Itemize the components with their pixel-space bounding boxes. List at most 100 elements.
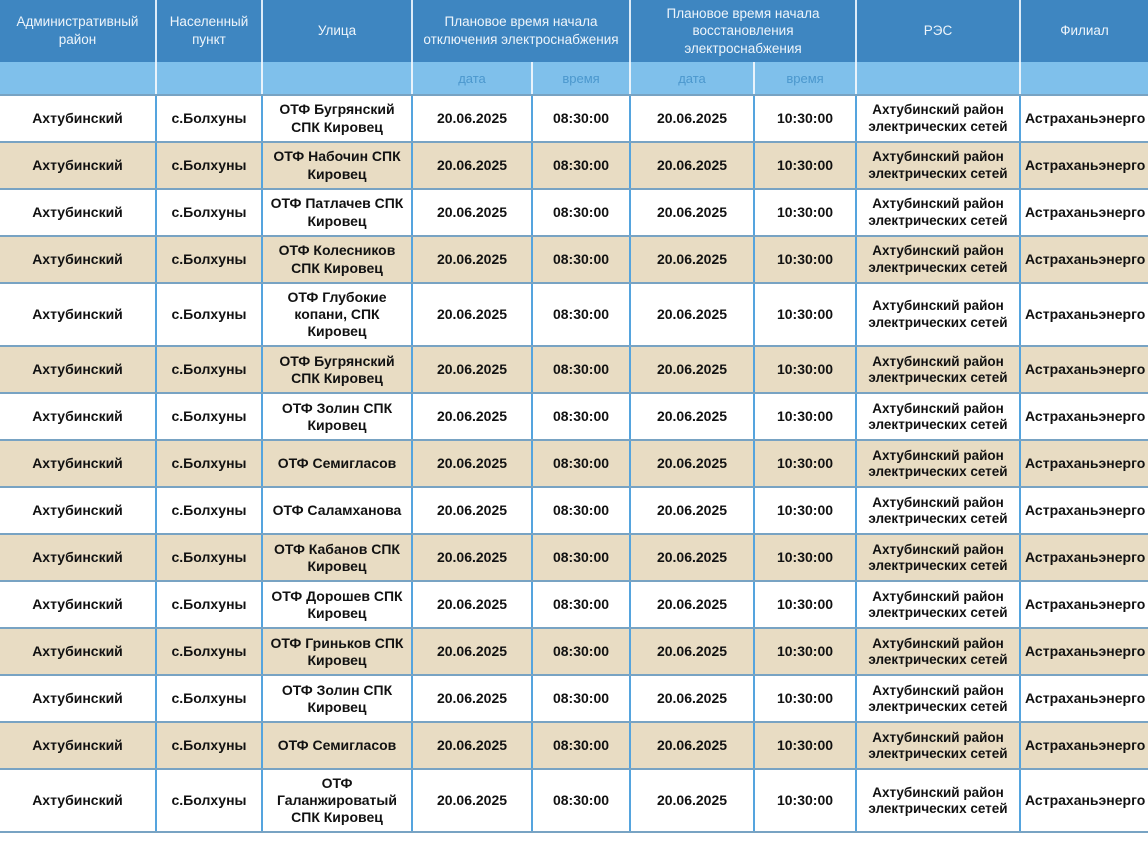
cell-restore-time: 10:30:00 bbox=[754, 721, 857, 771]
subheader-restore-time: время bbox=[754, 62, 857, 96]
cell-restore-date: 20.06.2025 bbox=[630, 768, 755, 834]
cell-outage-time: 08:30:00 bbox=[532, 439, 631, 489]
cell-settlement: с.Болхуны bbox=[156, 721, 263, 771]
cell-res: Ахтубинский район электрических сетей bbox=[856, 768, 1021, 834]
cell-branch: Астраханьэнерго bbox=[1020, 768, 1148, 834]
cell-restore-time: 10:30:00 bbox=[754, 141, 857, 190]
cell-restore-date: 20.06.2025 bbox=[630, 94, 755, 143]
cell-admin-district: Ахтубинский bbox=[0, 141, 157, 190]
cell-street: ОТФ Золин СПК Кировец bbox=[262, 392, 413, 442]
cell-street: ОТФ Галанжироватый СПК Кировец bbox=[262, 768, 413, 834]
cell-outage-date: 20.06.2025 bbox=[412, 439, 533, 489]
cell-admin-district: Ахтубинский bbox=[0, 235, 157, 284]
cell-street: ОТФ Колесников СПК Кировец bbox=[262, 235, 413, 284]
cell-branch: Астраханьэнерго bbox=[1020, 188, 1148, 237]
cell-settlement: с.Болхуны bbox=[156, 188, 263, 237]
cell-outage-time: 08:30:00 bbox=[532, 188, 631, 237]
cell-admin-district: Ахтубинский bbox=[0, 580, 157, 630]
table-row: Ахтубинский с.Болхуны ОТФ Колесников СПК… bbox=[0, 235, 1148, 284]
cell-restore-time: 10:30:00 bbox=[754, 486, 857, 536]
cell-res: Ахтубинский район электрических сетей bbox=[856, 486, 1021, 536]
cell-settlement: с.Болхуны bbox=[156, 533, 263, 583]
cell-restore-time: 10:30:00 bbox=[754, 188, 857, 237]
cell-restore-date: 20.06.2025 bbox=[630, 674, 755, 724]
cell-restore-time: 10:30:00 bbox=[754, 533, 857, 583]
outage-schedule-table: Административный район Населенный пункт … bbox=[0, 0, 1148, 834]
cell-settlement: с.Болхуны bbox=[156, 580, 263, 630]
header-outage-group: Плановое время начала отключения электро… bbox=[412, 0, 631, 62]
cell-restore-date: 20.06.2025 bbox=[630, 188, 755, 237]
cell-admin-district: Ахтубинский bbox=[0, 281, 157, 348]
cell-branch: Астраханьэнерго bbox=[1020, 141, 1148, 190]
cell-admin-district: Ахтубинский bbox=[0, 533, 157, 583]
cell-outage-time: 08:30:00 bbox=[532, 235, 631, 284]
cell-outage-date: 20.06.2025 bbox=[412, 392, 533, 442]
table-body: Ахтубинский с.Болхуны ОТФ Бугрянский СПК… bbox=[0, 94, 1148, 834]
cell-street: ОТФ Бугрянский СПК Кировец bbox=[262, 345, 413, 395]
cell-restore-date: 20.06.2025 bbox=[630, 721, 755, 771]
cell-outage-date: 20.06.2025 bbox=[412, 674, 533, 724]
header-res: РЭС bbox=[856, 0, 1021, 62]
cell-res: Ахтубинский район электрических сетей bbox=[856, 345, 1021, 395]
cell-res: Ахтубинский район электрических сетей bbox=[856, 188, 1021, 237]
cell-restore-time: 10:30:00 bbox=[754, 235, 857, 284]
cell-admin-district: Ахтубинский bbox=[0, 392, 157, 442]
cell-restore-date: 20.06.2025 bbox=[630, 439, 755, 489]
cell-restore-time: 10:30:00 bbox=[754, 439, 857, 489]
cell-outage-time: 08:30:00 bbox=[532, 768, 631, 834]
header-branch: Филиал bbox=[1020, 0, 1148, 62]
header-restore-group: Плановое время начала восстановления эле… bbox=[630, 0, 857, 62]
cell-outage-time: 08:30:00 bbox=[532, 94, 631, 143]
cell-res: Ахтубинский район электрических сетей bbox=[856, 580, 1021, 630]
cell-outage-time: 08:30:00 bbox=[532, 533, 631, 583]
cell-branch: Астраханьэнерго bbox=[1020, 721, 1148, 771]
cell-outage-time: 08:30:00 bbox=[532, 141, 631, 190]
cell-outage-time: 08:30:00 bbox=[532, 580, 631, 630]
table-row: Ахтубинский с.Болхуны ОТФ Семигласов 20.… bbox=[0, 721, 1148, 771]
cell-branch: Астраханьэнерго bbox=[1020, 281, 1148, 348]
cell-admin-district: Ахтубинский bbox=[0, 345, 157, 395]
cell-settlement: с.Болхуны bbox=[156, 94, 263, 143]
cell-restore-date: 20.06.2025 bbox=[630, 281, 755, 348]
table-row: Ахтубинский с.Болхуны ОТФ Глубокие копан… bbox=[0, 281, 1148, 348]
cell-restore-time: 10:30:00 bbox=[754, 94, 857, 143]
cell-admin-district: Ахтубинский bbox=[0, 721, 157, 771]
cell-outage-date: 20.06.2025 bbox=[412, 580, 533, 630]
cell-outage-date: 20.06.2025 bbox=[412, 281, 533, 348]
cell-restore-time: 10:30:00 bbox=[754, 281, 857, 348]
subheader-restore-date: дата bbox=[630, 62, 755, 96]
cell-settlement: с.Болхуны bbox=[156, 768, 263, 834]
cell-restore-date: 20.06.2025 bbox=[630, 533, 755, 583]
subheader-empty-branch bbox=[1020, 62, 1148, 96]
cell-admin-district: Ахтубинский bbox=[0, 188, 157, 237]
cell-admin-district: Ахтубинский bbox=[0, 439, 157, 489]
cell-res: Ахтубинский район электрических сетей bbox=[856, 141, 1021, 190]
cell-res: Ахтубинский район электрических сетей bbox=[856, 439, 1021, 489]
subheader-empty-settlement bbox=[156, 62, 263, 96]
cell-settlement: с.Болхуны bbox=[156, 141, 263, 190]
subheader-outage-time: время bbox=[532, 62, 631, 96]
cell-res: Ахтубинский район электрических сетей bbox=[856, 674, 1021, 724]
cell-branch: Астраханьэнерго bbox=[1020, 439, 1148, 489]
table-row: Ахтубинский с.Болхуны ОТФ Галанжироватый… bbox=[0, 768, 1148, 834]
cell-restore-date: 20.06.2025 bbox=[630, 580, 755, 630]
cell-outage-date: 20.06.2025 bbox=[412, 345, 533, 395]
cell-res: Ахтубинский район электрических сетей bbox=[856, 281, 1021, 348]
table-row: Ахтубинский с.Болхуны ОТФ Кабанов СПК Ки… bbox=[0, 533, 1148, 583]
cell-restore-time: 10:30:00 bbox=[754, 674, 857, 724]
cell-outage-time: 08:30:00 bbox=[532, 281, 631, 348]
cell-outage-time: 08:30:00 bbox=[532, 627, 631, 677]
cell-street: ОТФ Дорошев СПК Кировец bbox=[262, 580, 413, 630]
cell-settlement: с.Болхуны bbox=[156, 281, 263, 348]
cell-street: ОТФ Золин СПК Кировец bbox=[262, 674, 413, 724]
cell-branch: Астраханьэнерго bbox=[1020, 580, 1148, 630]
cell-settlement: с.Болхуны bbox=[156, 235, 263, 284]
header-row-main: Административный район Населенный пункт … bbox=[0, 0, 1148, 62]
cell-outage-time: 08:30:00 bbox=[532, 721, 631, 771]
header-row-sub: дата время дата время bbox=[0, 62, 1148, 96]
cell-outage-date: 20.06.2025 bbox=[412, 235, 533, 284]
header-admin-district: Административный район bbox=[0, 0, 157, 62]
cell-admin-district: Ахтубинский bbox=[0, 94, 157, 143]
cell-restore-date: 20.06.2025 bbox=[630, 392, 755, 442]
table-row: Ахтубинский с.Болхуны ОТФ Гриньков СПК К… bbox=[0, 627, 1148, 677]
